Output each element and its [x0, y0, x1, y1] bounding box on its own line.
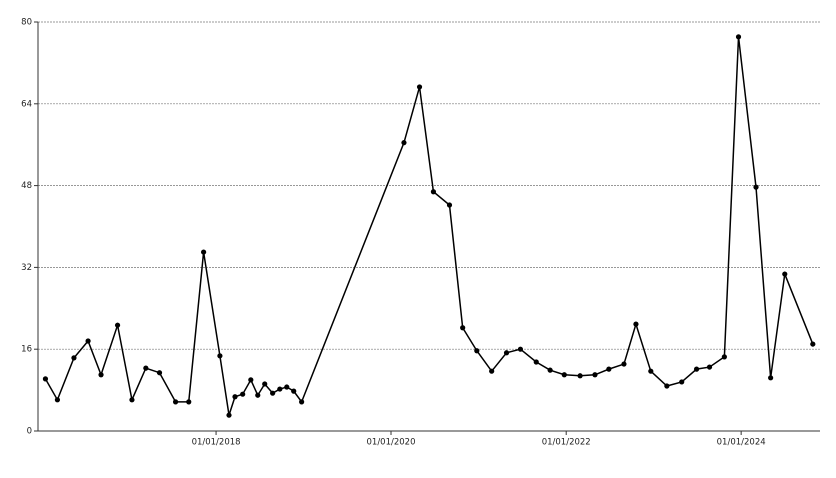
data-point: [172, 399, 179, 405]
data-point: [201, 249, 207, 255]
data-point: [547, 367, 553, 373]
data-point: [561, 372, 567, 378]
data-point: [474, 348, 480, 354]
data-point: [577, 373, 583, 379]
data-point: [693, 366, 700, 372]
data-point: [679, 379, 685, 385]
data-point: [270, 390, 276, 396]
y-tick-label: 16: [21, 345, 32, 355]
y-tick-label: 80: [21, 18, 32, 28]
data-point: [648, 368, 654, 374]
data-point: [664, 383, 670, 389]
data-point: [401, 140, 407, 146]
data-point: [186, 399, 192, 405]
x-tick-label: 01/01/2020: [367, 438, 416, 448]
data-line: [44, 36, 814, 416]
data-point: [633, 321, 639, 327]
data-point: [217, 353, 223, 359]
data-point: [533, 359, 539, 365]
data-point: [240, 391, 246, 397]
data-point: [446, 202, 453, 208]
data-point: [291, 388, 297, 394]
data-point: [706, 364, 713, 370]
data-point: [71, 355, 77, 361]
data-point: [460, 325, 466, 331]
data-point: [810, 341, 816, 347]
data-point: [129, 397, 135, 403]
data-point: [226, 412, 232, 418]
data-point: [517, 346, 524, 352]
data-point: [768, 375, 774, 381]
data-point: [430, 189, 437, 195]
data-point: [114, 322, 121, 328]
data-point: [592, 372, 598, 378]
data-point: [262, 381, 268, 387]
data-point: [98, 372, 104, 378]
data-point: [156, 370, 163, 376]
data-point: [606, 366, 612, 372]
data-point: [232, 394, 238, 400]
data-point: [85, 338, 91, 344]
y-tick-label: 64: [21, 99, 32, 109]
data-point: [753, 184, 759, 190]
data-point: [621, 361, 627, 367]
data-point: [255, 392, 261, 398]
y-tick-label: 32: [21, 263, 32, 273]
x-tick-label: 01/01/2024: [717, 438, 766, 448]
data-point: [782, 271, 788, 277]
data-point: [277, 386, 283, 392]
data-point: [416, 84, 423, 90]
data-point: [54, 397, 61, 403]
y-tick-label: 48: [21, 181, 32, 191]
data-point: [721, 354, 727, 360]
data-point: [143, 365, 149, 371]
x-tick-label: 01/01/2018: [192, 438, 241, 448]
data-point: [489, 368, 495, 374]
y-tick-label: 0: [27, 427, 32, 437]
data-point: [503, 350, 510, 356]
data-point: [248, 377, 254, 383]
data-point: [42, 376, 49, 382]
data-point: [735, 34, 742, 40]
data-point: [284, 384, 290, 390]
data-point: [299, 399, 305, 405]
x-tick-label: 01/01/2022: [542, 438, 591, 448]
